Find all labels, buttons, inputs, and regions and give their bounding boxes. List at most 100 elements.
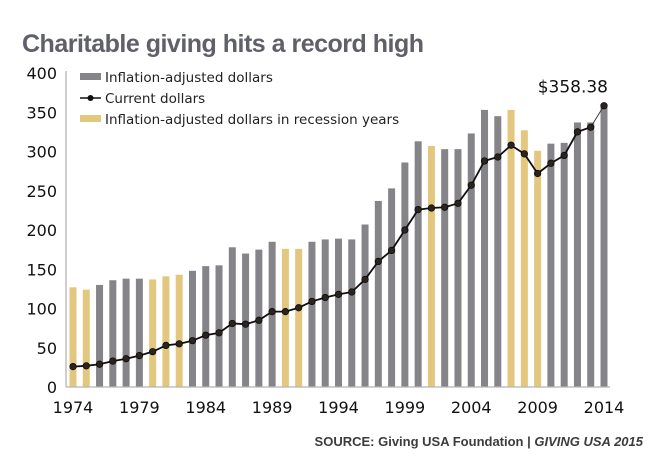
recession-bar xyxy=(534,150,542,387)
x-tick-label: 1979 xyxy=(119,398,160,417)
line-point xyxy=(534,169,542,178)
line-point xyxy=(82,362,90,370)
bar xyxy=(467,133,475,387)
line-point xyxy=(414,205,422,214)
legend-label: Current dollars xyxy=(105,91,205,107)
y-tick-label: 300 xyxy=(26,143,57,162)
bar xyxy=(188,270,196,387)
bar xyxy=(215,265,223,387)
line-point xyxy=(268,308,276,316)
y-tick-label: 0 xyxy=(47,378,57,397)
bar xyxy=(321,239,329,387)
line-point xyxy=(175,340,183,348)
bar xyxy=(374,200,382,387)
bar xyxy=(348,239,356,387)
recession-bar xyxy=(69,287,77,387)
recession-bar xyxy=(507,109,515,388)
bar xyxy=(547,143,555,387)
legend-item: Inflation-adjusted dollars xyxy=(80,70,273,86)
y-axis: 0 50 100 150 200 250 300 350 400 xyxy=(26,64,67,397)
x-tick-label: 1999 xyxy=(385,398,426,417)
line-point xyxy=(149,348,157,356)
x-tick-label: 2014 xyxy=(584,398,625,417)
x-tick-label: 1974 xyxy=(53,398,94,417)
x-tick-label: 2004 xyxy=(451,398,492,417)
bar xyxy=(441,149,449,387)
line-point xyxy=(69,362,77,371)
recession-bar xyxy=(281,248,289,387)
annotations: $358.38 xyxy=(538,78,608,98)
line-point xyxy=(547,159,555,167)
y-tick-label: 150 xyxy=(26,260,57,279)
legend-swatch xyxy=(80,73,101,80)
recession-bar xyxy=(520,130,528,387)
line-point xyxy=(374,257,382,266)
bar xyxy=(202,266,210,387)
y-tick-label: 250 xyxy=(26,182,57,201)
line-point xyxy=(109,357,117,365)
chart-title: Charitable giving hits a record high xyxy=(22,30,424,58)
y-tick-label: 200 xyxy=(26,221,57,240)
recession-bar xyxy=(175,274,183,387)
current-dollars-path xyxy=(72,126,592,368)
source-publication: GIVING USA 2015 xyxy=(534,434,643,449)
line-point xyxy=(95,360,104,368)
x-tick-label: 1989 xyxy=(252,398,293,417)
line-point xyxy=(202,331,210,339)
bar xyxy=(414,141,422,387)
bar xyxy=(96,284,104,387)
line-point xyxy=(255,316,263,324)
legend-item: Inflation-adjusted dollars in recession … xyxy=(80,112,399,128)
y-tick-label: 100 xyxy=(26,300,57,319)
line-point xyxy=(334,290,343,298)
bar xyxy=(361,224,369,387)
line-point xyxy=(507,141,515,149)
source-prefix: SOURCE: Giving USA Foundation | xyxy=(314,434,535,449)
legend-label: Inflation-adjusted dollars in recession … xyxy=(105,112,399,128)
line-point xyxy=(560,151,568,160)
value-annotation: $358.38 xyxy=(538,78,608,98)
line-point xyxy=(308,297,316,306)
line-point xyxy=(520,150,528,158)
line-point xyxy=(228,319,236,328)
line-point xyxy=(241,320,250,328)
bar xyxy=(335,238,342,387)
line-point xyxy=(587,123,595,131)
bar xyxy=(401,162,409,387)
recession-bar xyxy=(427,146,435,387)
bar xyxy=(228,247,236,387)
recession-bar xyxy=(162,276,170,387)
source-note: SOURCE: Giving USA Foundation | GIVING U… xyxy=(315,434,643,449)
bar xyxy=(242,253,250,387)
y-tick-label: 400 xyxy=(26,64,57,83)
line-point xyxy=(441,203,449,211)
x-axis: 1974 1979 1984 1989 1994 1999 2004 2009 2014 xyxy=(53,386,625,417)
current-dollars-last-segment xyxy=(590,105,605,128)
legend: Inflation-adjusted dollars Current dollar… xyxy=(80,70,399,128)
bar xyxy=(454,149,462,387)
line-point xyxy=(467,181,475,189)
y-tick-label: 50 xyxy=(37,339,57,358)
x-tick-label: 1984 xyxy=(185,398,226,417)
legend-marker xyxy=(87,95,94,101)
bar xyxy=(122,278,130,387)
bar xyxy=(600,105,608,387)
bar xyxy=(308,241,316,387)
line-point xyxy=(427,204,436,212)
y-tick-label: 350 xyxy=(26,103,57,122)
line-point xyxy=(281,308,290,316)
line-point xyxy=(321,293,329,302)
bar xyxy=(494,116,502,388)
bar xyxy=(587,122,595,387)
line-point xyxy=(162,341,170,349)
bar xyxy=(109,280,117,387)
line-point xyxy=(188,337,197,345)
line-point xyxy=(573,128,582,136)
line-point xyxy=(480,157,489,165)
bars xyxy=(69,105,608,388)
line-point xyxy=(454,199,462,207)
line-point xyxy=(600,102,608,110)
x-tick-label: 1994 xyxy=(318,398,359,417)
current-dollars-line xyxy=(69,102,608,371)
